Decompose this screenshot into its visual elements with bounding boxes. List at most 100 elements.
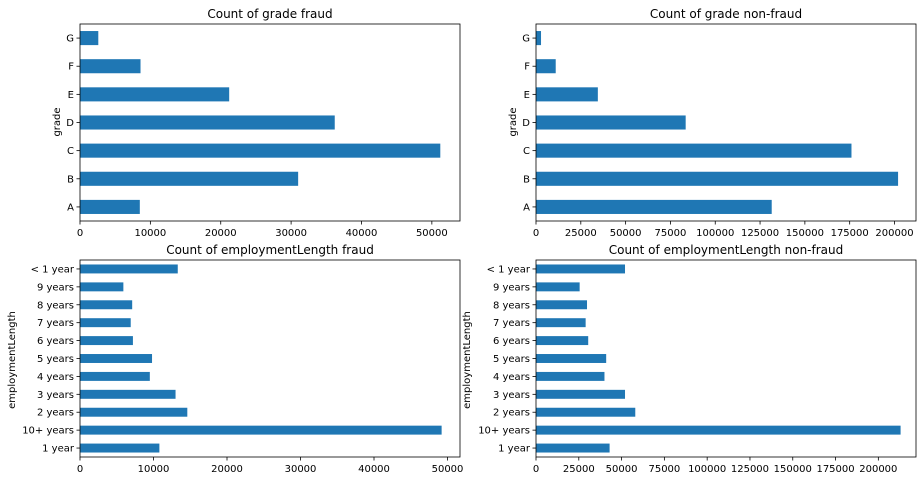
x-ticks: 0 10000 20000 30000 40000 50000: [77, 221, 448, 239]
chart-grade-non-fraud: Count of grade non-fraud grade A B C D E F G 0…: [508, 7, 917, 239]
bar: [80, 318, 131, 328]
bar: [536, 407, 636, 417]
bar: [80, 199, 140, 214]
x-tick-label: 40000: [346, 228, 378, 239]
y-tick-label: F: [68, 62, 74, 73]
chart-employment-length-fraud: Count of employmentLength fraud employme…: [7, 243, 463, 475]
y-tick-label: 9 years: [493, 282, 530, 293]
y-ticks: 1 year 10+ years 2 years 3 years 4 years 5 ye…: [22, 264, 80, 455]
x-tick-label: 30000: [275, 228, 307, 239]
chart-title: Count of employmentLength fraud: [166, 243, 374, 257]
bar: [80, 264, 178, 274]
x-tick-label: 175000: [831, 228, 869, 239]
x-ticks: 0 10000 20000 30000 40000 50000: [77, 457, 464, 475]
y-tick-label: 3 years: [37, 390, 74, 401]
y-tick-label: 1 year: [498, 444, 531, 455]
y-tick-label: E: [524, 90, 530, 101]
x-tick-label: 200000: [875, 228, 913, 239]
x-tick-label: 0: [533, 464, 539, 475]
y-tick-label: 7 years: [493, 318, 530, 329]
x-tick-label: 0: [77, 228, 83, 239]
y-tick-label: B: [523, 174, 530, 185]
bar: [536, 354, 607, 363]
bar: [536, 318, 586, 328]
bar: [80, 171, 299, 186]
y-tick-label: G: [66, 34, 74, 45]
bar: [536, 171, 899, 186]
y-axis-label: grade: [52, 107, 63, 136]
bar: [80, 31, 99, 46]
y-tick-label: < 1 year: [31, 264, 75, 275]
bar: [536, 115, 686, 130]
y-axis-label: employmentLength: [7, 311, 18, 409]
y-tick-label: C: [523, 146, 530, 157]
y-ticks: 1 year 10+ years 2 years 3 years 4 years 5 ye…: [478, 264, 536, 455]
y-tick-label: 5 years: [493, 354, 530, 365]
y-tick-label: 5 years: [37, 354, 74, 365]
bar: [80, 371, 150, 381]
x-ticks: 0 25000 50000 75000 100000 125000 150000 175000…: [533, 457, 897, 475]
y-tick-label: 1 year: [42, 444, 75, 455]
y-ticks: A B C D E F G: [66, 34, 80, 213]
x-tick-label: 125000: [741, 228, 779, 239]
bars: [80, 264, 442, 453]
bar: [80, 407, 188, 417]
bar: [536, 389, 626, 399]
y-axis-label: grade: [508, 107, 519, 136]
x-tick-label: 25000: [565, 228, 597, 239]
bar: [536, 282, 580, 292]
bars: [536, 264, 901, 453]
plot-area-frame: [79, 259, 461, 458]
y-tick-label: 3 years: [493, 390, 530, 401]
y-tick-label: 7 years: [37, 318, 74, 329]
y-tick-label: 2 years: [493, 408, 530, 419]
chart-title: Count of employmentLength non-fraud: [609, 243, 844, 257]
y-tick-label: G: [522, 34, 530, 45]
bar: [80, 443, 160, 453]
y-tick-label: A: [67, 202, 74, 213]
bar: [80, 300, 133, 310]
y-tick-label: 10+ years: [478, 426, 530, 437]
x-tick-label: 200000: [859, 464, 897, 475]
chart-employment-length-non-fraud: Count of employmentLength non-fraud empl…: [462, 243, 917, 475]
x-tick-label: 75000: [655, 228, 687, 239]
x-tick-label: 10000: [138, 464, 170, 475]
plot-area-frame: [535, 23, 917, 222]
bar: [536, 264, 626, 274]
x-tick-label: 25000: [563, 464, 595, 475]
y-tick-label: 4 years: [37, 372, 74, 383]
chart-title: Count of grade non-fraud: [650, 7, 802, 21]
x-tick-label: 175000: [816, 464, 854, 475]
y-tick-label: A: [523, 202, 530, 213]
bar: [536, 300, 588, 310]
x-tick-label: 0: [77, 464, 83, 475]
y-ticks: A B C D E F G: [522, 34, 536, 213]
bar: [80, 282, 124, 292]
bar: [536, 443, 610, 453]
bar: [80, 115, 335, 130]
y-tick-label: 10+ years: [22, 426, 74, 437]
y-tick-label: D: [522, 118, 530, 129]
x-tick-label: 40000: [358, 464, 390, 475]
bar: [536, 371, 605, 381]
bar: [80, 354, 153, 363]
y-tick-label: 6 years: [37, 336, 74, 347]
y-tick-label: 9 years: [37, 282, 74, 293]
y-tick-label: 8 years: [37, 300, 74, 311]
plot-area-frame: [535, 259, 917, 458]
x-tick-label: 50000: [432, 464, 464, 475]
x-tick-label: 100000: [688, 464, 726, 475]
y-tick-label: B: [67, 174, 74, 185]
y-tick-label: 4 years: [493, 372, 530, 383]
bars: [536, 31, 899, 214]
chart-grade-fraud: Count of grade fraud grade A B C D E F G 0 1000…: [52, 7, 461, 239]
x-tick-label: 20000: [205, 228, 237, 239]
y-tick-label: C: [67, 146, 74, 157]
bar: [536, 336, 589, 346]
bar: [80, 143, 441, 158]
y-tick-label: D: [66, 118, 74, 129]
bars: [80, 31, 441, 214]
y-tick-label: 8 years: [493, 300, 530, 311]
y-tick-label: < 1 year: [487, 264, 531, 275]
